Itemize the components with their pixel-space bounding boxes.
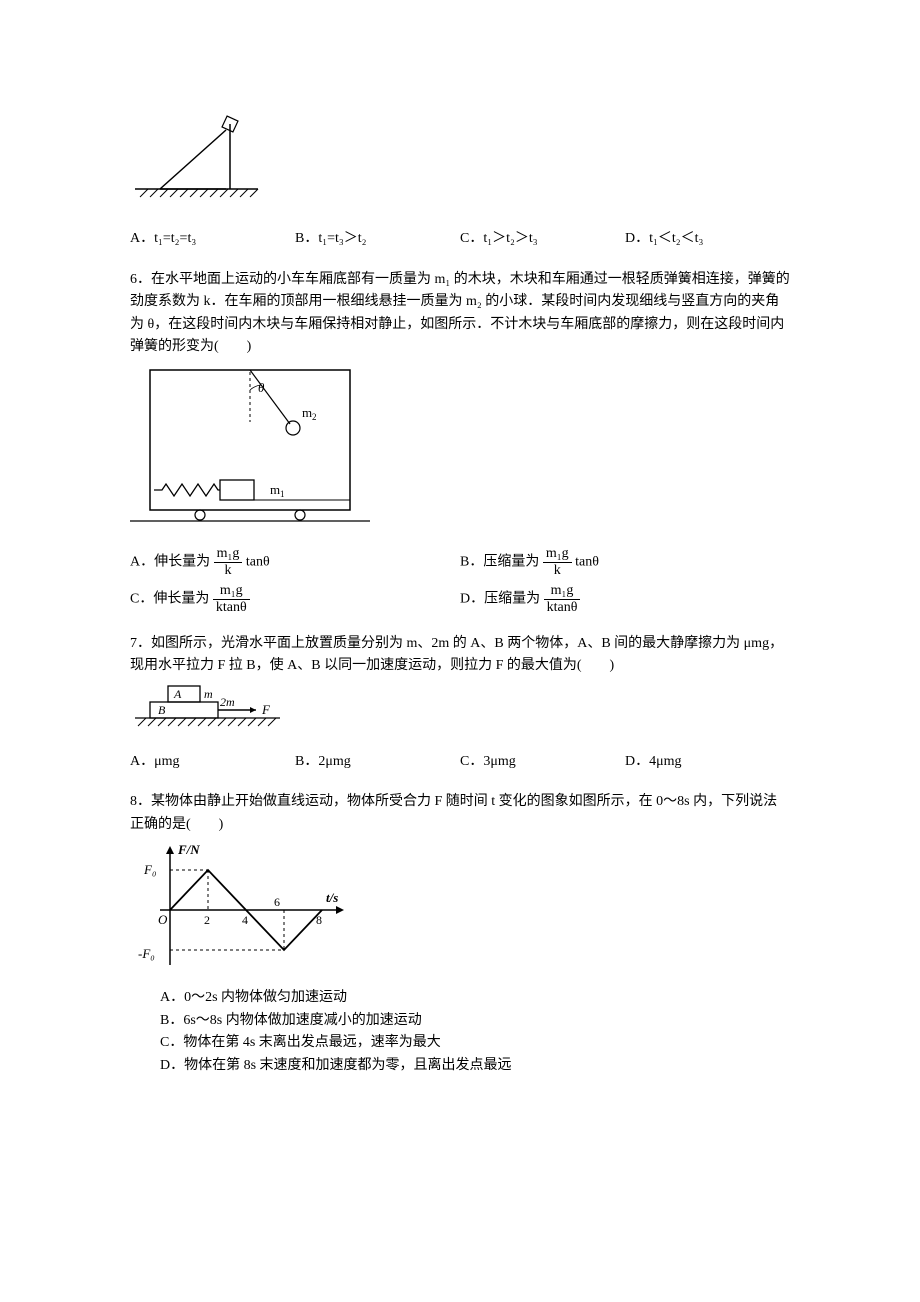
svg-text:θ: θ — [258, 380, 265, 395]
q6-option-A: A．伸长量为 m₁gk tanθ — [130, 547, 460, 578]
svg-text:F₀: F₀ — [143, 862, 156, 877]
svg-text:A: A — [173, 687, 182, 701]
svg-text:2: 2 — [204, 913, 210, 927]
question-7: 7．如图所示，光滑水平面上放置质量分别为 m、2m 的 A、B 两个物体，A、B… — [130, 633, 790, 774]
q6-options: A．伸长量为 m₁gk tanθ B．压缩量为 m₁gk tanθ C．伸长量为… — [130, 547, 790, 615]
q6-option-C: C．伸长量为 m₁gktanθ — [130, 584, 460, 615]
q6-optB-num: m₁g — [543, 547, 572, 563]
q6-optB-pre: B．压缩量为 — [460, 554, 539, 569]
q5-option-D: D．t₁＜t₂＜t₃ — [625, 228, 790, 250]
q5-options: A．t₁=t₂=t₃ B．t₁=t₃＞t₂ C．t₁＞t₂＞t₃ D．t₁＜t₂… — [130, 228, 790, 250]
svg-text:F/N: F/N — [177, 842, 200, 857]
q6-optC-den: ktanθ — [213, 600, 250, 615]
svg-text:4: 4 — [242, 913, 248, 927]
q6-optB-den: k — [543, 563, 572, 578]
q6-figure: θ m 2 m 1 — [130, 362, 790, 540]
q8-option-B: B．6s～8s 内物体做加速度减小的加速运动 — [160, 1010, 790, 1032]
svg-text:8: 8 — [316, 913, 322, 927]
q8-option-C: C．物体在第 4s 末离出发点最远，速率为最大 — [160, 1032, 790, 1054]
q6-option-D: D．压缩量为 m₁gktanθ — [460, 584, 790, 615]
q7-option-A: A．μmg — [130, 751, 295, 773]
q6-optA-den: k — [214, 563, 243, 578]
question-8: 8．某物体由静止开始做直线运动，物体所受合力 F 随时间 t 变化的图象如图所示… — [130, 791, 790, 1077]
q6-optA-pre: A．伸长量为 — [130, 554, 210, 569]
q8-text: 8．某物体由静止开始做直线运动，物体所受合力 F 随时间 t 变化的图象如图所示… — [130, 791, 790, 836]
svg-text:O: O — [158, 912, 168, 927]
q5-option-A: A．t₁=t₂=t₃ — [130, 228, 295, 250]
svg-text:m: m — [302, 405, 312, 420]
q5-option-C: C．t₁＞t₂＞t₃ — [460, 228, 625, 250]
q6-optC-num: m₁g — [213, 584, 250, 600]
q5-figure — [130, 114, 790, 222]
q6-text: 6．在水平地面上运动的小车车厢底部有一质量为 m₁ 的木块，木块和车厢通过一根轻… — [130, 269, 790, 359]
q8-option-D: D．物体在第 8s 末速度和加速度都为零，且离出发点最远 — [160, 1055, 790, 1077]
q6-optB-post: tanθ — [575, 554, 599, 569]
q6-optD-den: ktanθ — [544, 600, 581, 615]
q7-option-D: D．4μmg — [625, 751, 790, 773]
q8-options: A．0～2s 内物体做匀加速运动 B．6s～8s 内物体做加速度减小的加速运动 … — [130, 987, 790, 1077]
svg-text:1: 1 — [280, 489, 285, 499]
q8-option-A: A．0～2s 内物体做匀加速运动 — [160, 987, 790, 1009]
svg-text:m: m — [204, 687, 213, 701]
question-6: 6．在水平地面上运动的小车车厢底部有一质量为 m₁ 的木块，木块和车厢通过一根轻… — [130, 269, 790, 615]
q7-option-C: C．3μmg — [460, 751, 625, 773]
q6-option-B: B．压缩量为 m₁gk tanθ — [460, 547, 790, 578]
question-5: A．t₁=t₂=t₃ B．t₁=t₃＞t₂ C．t₁＞t₂＞t₃ D．t₁＜t₂… — [130, 114, 790, 251]
q6-optD-pre: D．压缩量为 — [460, 591, 540, 606]
svg-text:F: F — [261, 702, 271, 717]
q7-text: 7．如图所示，光滑水平面上放置质量分别为 m、2m 的 A、B 两个物体，A、B… — [130, 633, 790, 678]
q5-option-B: B．t₁=t₃＞t₂ — [295, 228, 460, 250]
svg-text:2: 2 — [312, 412, 317, 422]
svg-text:t/s: t/s — [326, 890, 338, 905]
q6-optD-num: m₁g — [544, 584, 581, 600]
svg-text:B: B — [158, 703, 166, 717]
q7-option-B: B．2μmg — [295, 751, 460, 773]
q8-figure: F/N t/s O F₀ -F₀ 2 4 6 8 — [130, 840, 790, 983]
q7-options: A．μmg B．2μmg C．3μmg D．4μmg — [130, 751, 790, 773]
svg-text:m: m — [270, 482, 280, 497]
svg-text:6: 6 — [274, 895, 280, 909]
svg-text:-F₀: -F₀ — [138, 946, 155, 961]
svg-text:2m: 2m — [220, 695, 235, 709]
q6-optC-pre: C．伸长量为 — [130, 591, 209, 606]
q7-figure: A m B 2m F — [130, 682, 790, 745]
q6-optA-post: tanθ — [246, 554, 270, 569]
q6-optA-num: m₁g — [214, 547, 243, 563]
